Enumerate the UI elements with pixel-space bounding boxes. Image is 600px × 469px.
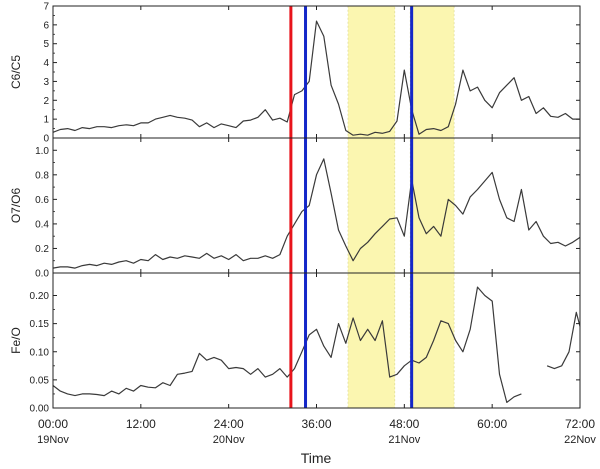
y-tick-label: 0.10 <box>30 347 50 358</box>
y-axis-title: O7/O6 <box>9 188 23 224</box>
x-tick-date-label: 19Nov <box>37 434 69 446</box>
y-tick-label: 0.15 <box>30 319 50 330</box>
axes: 0 1 2 3 4 5 6 7 C6/C5 0.0 0.2 0.4 0.6 0.8 1.0 O7/O6 0.00… <box>9 2 596 447</box>
y-tick-label: 0 <box>43 134 49 145</box>
y-tick-label: 1.0 <box>35 146 49 157</box>
y-tick-label: 0.00 <box>30 404 50 415</box>
y-tick-label: 6 <box>43 20 49 31</box>
y-tick-label: 4 <box>43 58 49 69</box>
y-tick-label: 7 <box>43 2 49 13</box>
x-tick-label: 24:00 <box>214 417 244 431</box>
series-line-o7o6 <box>52 158 581 269</box>
x-tick-label: 00:00 <box>38 417 68 431</box>
x-tick-date-label: 20Nov <box>213 434 245 446</box>
series-line-feo <box>52 286 581 403</box>
y-tick-label: 5 <box>43 39 49 50</box>
shaded-intervals <box>347 5 455 409</box>
panel-frames <box>52 5 581 409</box>
series-line-c6c5 <box>52 20 580 136</box>
event-lines <box>289 6 414 408</box>
y-axis-title: Fe/O <box>9 327 23 354</box>
y-tick-label: 0.05 <box>30 375 50 386</box>
y-axis-title: C6/C5 <box>9 55 23 89</box>
y-tick-label: 0.2 <box>35 244 49 255</box>
x-axis-title: Time <box>301 450 332 466</box>
y-tick-label: 0.6 <box>35 195 49 206</box>
shaded-interval-1 <box>347 5 396 409</box>
y-tick-label: 1 <box>43 115 49 126</box>
x-tick-label: 12:00 <box>126 417 156 431</box>
y-tick-label: 0.0 <box>35 269 49 280</box>
x-tick-label: 72:00 <box>565 417 595 431</box>
series-lines <box>52 20 581 403</box>
y-tick-label: 0.4 <box>35 219 49 230</box>
panel-frame-3 <box>52 272 581 409</box>
panel-frame-2 <box>52 137 581 274</box>
x-tick-date-label: 21Nov <box>388 434 420 446</box>
x-tick-date-label: 22Nov <box>564 434 596 446</box>
x-tick-label: 60:00 <box>477 417 507 431</box>
y-tick-label: 3 <box>43 77 49 88</box>
x-tick-label: 48:00 <box>389 417 419 431</box>
y-tick-label: 0.8 <box>35 170 49 181</box>
x-tick-label: 36:00 <box>301 417 331 431</box>
y-tick-label: 0.20 <box>30 291 50 302</box>
y-tick-label: 2 <box>43 96 49 107</box>
